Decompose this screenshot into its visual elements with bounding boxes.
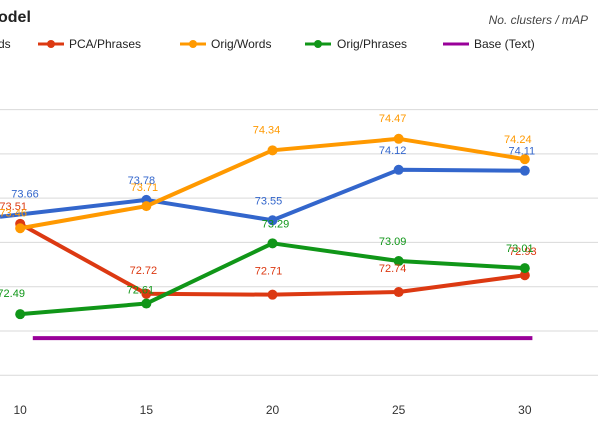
data-label: 72.72 bbox=[130, 265, 158, 277]
legend-marker bbox=[189, 40, 197, 48]
data-point bbox=[141, 298, 152, 309]
data-label: 73.51 bbox=[0, 201, 27, 213]
data-label: 73.78 bbox=[128, 175, 156, 187]
data-point bbox=[15, 309, 26, 320]
data-point bbox=[393, 164, 404, 175]
series-line bbox=[19, 222, 526, 297]
data-label: 72.49 bbox=[0, 288, 25, 300]
data-label: 73.46 bbox=[0, 207, 27, 219]
x-axis-ticks: 10 15 20 25 30 bbox=[14, 403, 532, 417]
chart-subtitle: No. clusters / mAP bbox=[489, 13, 588, 27]
gridlines bbox=[0, 109, 598, 376]
series-line bbox=[20, 241, 525, 317]
data-label: 73.66 bbox=[11, 189, 39, 201]
data-point bbox=[141, 288, 152, 299]
x-tick-label: 10 bbox=[14, 403, 28, 417]
data-label: 72.61 bbox=[127, 285, 155, 297]
data-label: 74.47 bbox=[379, 113, 407, 125]
data-label: 73.71 bbox=[131, 182, 159, 194]
data-point bbox=[519, 165, 530, 176]
data-point bbox=[519, 270, 530, 281]
data-point bbox=[141, 201, 152, 212]
data-label: 72.74 bbox=[379, 263, 407, 275]
x-tick-label: 25 bbox=[392, 403, 406, 417]
data-label: 74.34 bbox=[253, 124, 281, 136]
x-tick-label: 30 bbox=[518, 403, 532, 417]
legend-label: PCA/Phrases bbox=[69, 37, 141, 51]
data-label: 74.11 bbox=[508, 146, 535, 158]
data-point bbox=[267, 238, 278, 249]
legend-marker bbox=[47, 40, 55, 48]
data-label: 74.12 bbox=[379, 145, 407, 157]
series-lines bbox=[0, 133, 533, 341]
legend-label: ds bbox=[0, 37, 11, 51]
x-tick-label: 15 bbox=[140, 403, 154, 417]
chart-title: odel bbox=[0, 9, 31, 26]
data-point bbox=[519, 154, 530, 165]
data-label: 72.93 bbox=[509, 246, 537, 258]
data-label: 74.24 bbox=[504, 134, 532, 146]
data-point bbox=[519, 263, 530, 274]
legend: ds PCA/Phrases Orig/Words Orig/Phrases Base … bbox=[0, 37, 535, 51]
legend-label: Orig/Phrases bbox=[337, 37, 407, 51]
legend-marker bbox=[314, 40, 322, 48]
data-point bbox=[393, 287, 404, 298]
data-point bbox=[267, 215, 278, 226]
data-point bbox=[15, 223, 26, 234]
data-label: 73.01 bbox=[506, 243, 534, 255]
data-point bbox=[393, 133, 404, 144]
data-label: 73.29 bbox=[262, 218, 290, 230]
data-label: 73.09 bbox=[379, 236, 407, 248]
legend-label: Orig/Words bbox=[211, 37, 271, 51]
data-label: 73.55 bbox=[255, 195, 283, 207]
legend-label: Base (Text) bbox=[474, 37, 535, 51]
data-point bbox=[393, 256, 404, 267]
x-tick-label: 20 bbox=[266, 403, 280, 417]
data-point bbox=[267, 289, 278, 300]
data-point bbox=[267, 145, 278, 156]
data-label: 72.71 bbox=[255, 266, 283, 278]
